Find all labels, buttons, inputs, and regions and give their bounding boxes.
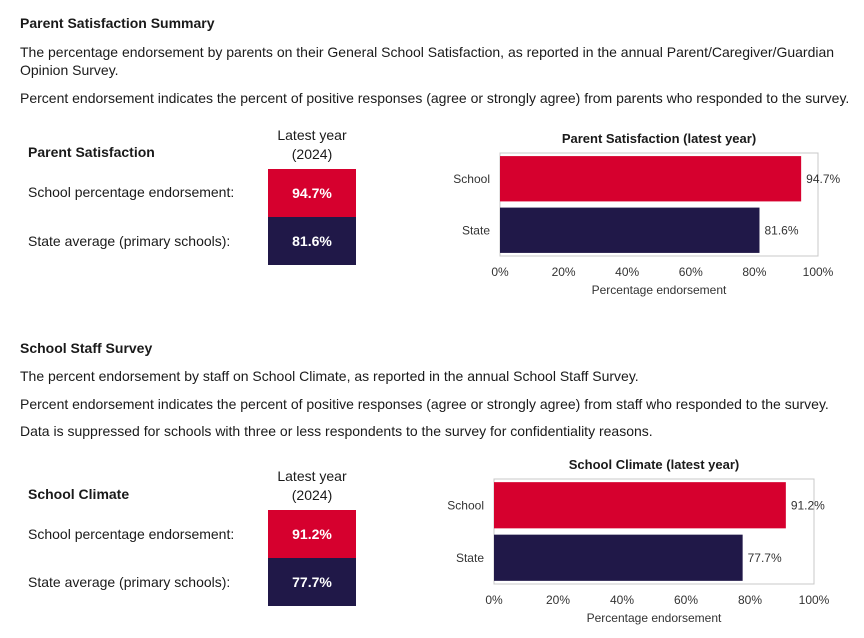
x-tick-label: 20% bbox=[552, 265, 576, 279]
bar-school bbox=[500, 156, 802, 202]
staff-description: The percent endorsement by staff on Scho… bbox=[20, 368, 639, 384]
category-label-state: State bbox=[456, 551, 484, 565]
staff-endorsement-note: Percent endorsement indicates the percen… bbox=[20, 396, 829, 412]
parent-school-row-label: School percentage endorsement: bbox=[28, 184, 235, 200]
x-tick-label: 80% bbox=[742, 265, 766, 279]
column-header-line1: Latest year bbox=[277, 127, 347, 143]
x-tick-label: 40% bbox=[610, 593, 634, 607]
x-tick-label: 40% bbox=[615, 265, 639, 279]
parent-description: The percentage endorsement by parents on… bbox=[20, 44, 835, 78]
parent-school-value-cell: 94.7% bbox=[268, 169, 356, 217]
x-tick-label: 100% bbox=[803, 265, 834, 279]
category-label-state: State bbox=[462, 223, 490, 237]
parent-endorsement-note: Percent endorsement indicates the percen… bbox=[20, 90, 850, 106]
x-tick-label: 60% bbox=[674, 593, 698, 607]
staff-state-value-cell: 77.7% bbox=[268, 558, 356, 606]
school-climate-chart: School Climate (latest year) School 91.2% S… bbox=[447, 457, 830, 625]
x-tick-label: 100% bbox=[799, 593, 830, 607]
x-tick-label: 0% bbox=[485, 593, 503, 607]
x-axis-label: Percentage endorsement bbox=[587, 611, 722, 625]
column-header-line2: (2024) bbox=[291, 146, 333, 162]
staff-school-value-cell: 91.2% bbox=[268, 510, 356, 558]
chart-title: School Climate (latest year) bbox=[569, 457, 740, 472]
column-header-line1: Latest year bbox=[277, 468, 347, 484]
parent-satisfaction-chart: Parent Satisfaction (latest year) School 9… bbox=[453, 131, 840, 297]
staff-heading: School Staff Survey bbox=[20, 340, 153, 356]
value-label-school: 91.2% bbox=[791, 498, 825, 512]
column-header-line2: (2024) bbox=[291, 487, 333, 503]
bar-state bbox=[494, 534, 743, 581]
parent-table-column-header: Latest year (2024) bbox=[262, 126, 362, 164]
x-tick-label: 80% bbox=[738, 593, 762, 607]
value-label-school: 94.7% bbox=[806, 172, 840, 186]
parent-state-value-cell: 81.6% bbox=[268, 217, 356, 265]
value-label-state: 77.7% bbox=[748, 551, 782, 565]
parent-heading: Parent Satisfaction Summary bbox=[20, 15, 215, 31]
staff-suppression-note: Data is suppressed for schools with thre… bbox=[20, 423, 653, 439]
category-label-school: School bbox=[447, 498, 484, 512]
plot-frame bbox=[493, 478, 815, 585]
x-tick-label: 0% bbox=[491, 265, 509, 279]
bar-state bbox=[500, 207, 760, 253]
x-tick-label: 60% bbox=[679, 265, 703, 279]
staff-state-row-label: State average (primary schools): bbox=[28, 574, 231, 590]
value-label-state: 81.6% bbox=[764, 223, 798, 237]
staff-school-row-label: School percentage endorsement: bbox=[28, 526, 235, 542]
staff-table-title: School Climate bbox=[28, 486, 130, 502]
category-label-school: School bbox=[453, 172, 490, 186]
bar-school bbox=[494, 482, 786, 529]
parent-state-row-label: State average (primary schools): bbox=[28, 233, 231, 249]
parent-table-title: Parent Satisfaction bbox=[28, 144, 155, 160]
x-axis-label: Percentage endorsement bbox=[592, 283, 727, 297]
plot-frame bbox=[499, 152, 819, 257]
chart-title: Parent Satisfaction (latest year) bbox=[562, 131, 756, 146]
staff-table-column-header: Latest year (2024) bbox=[262, 467, 362, 505]
x-tick-label: 20% bbox=[546, 593, 570, 607]
